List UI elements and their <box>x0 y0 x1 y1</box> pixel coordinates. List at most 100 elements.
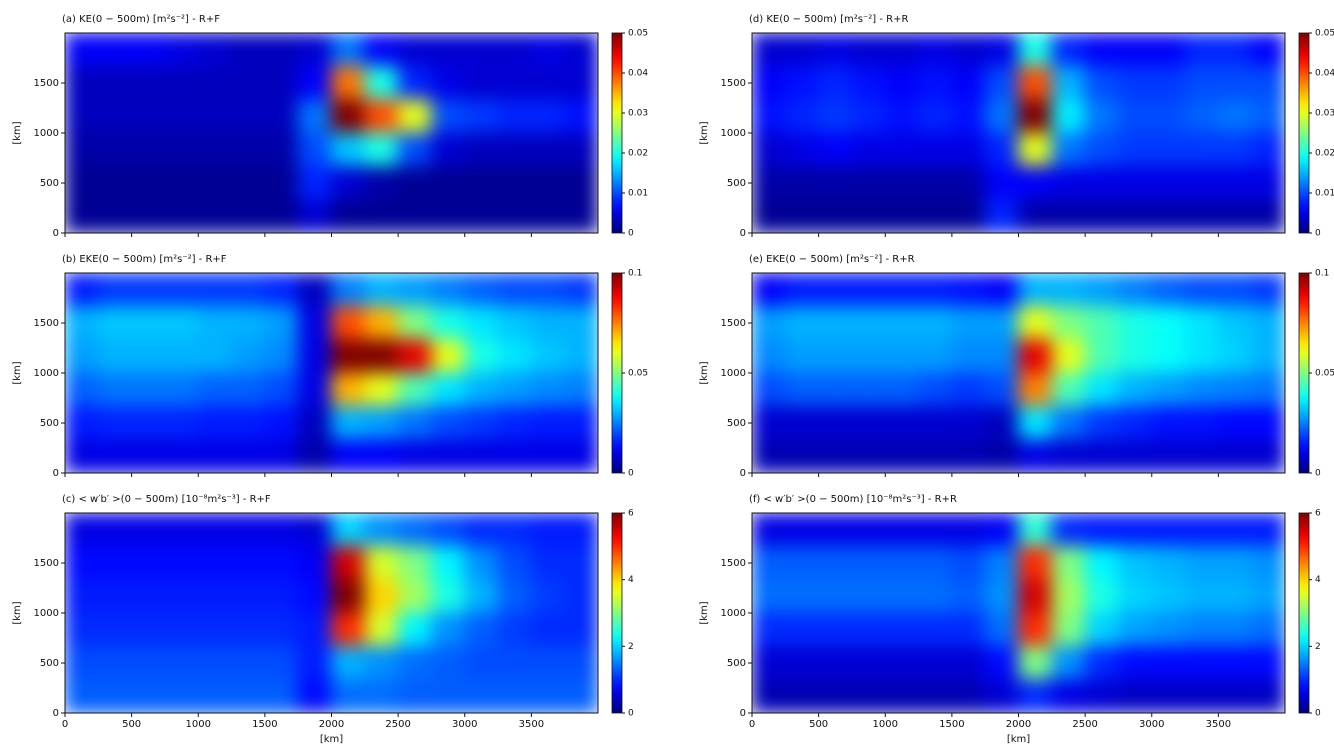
heatmap-cell <box>65 679 99 713</box>
heatmap-cell <box>331 645 366 681</box>
y-axis-label: [km] <box>699 361 710 384</box>
heatmap-cell <box>752 405 786 441</box>
heatmap-cell <box>65 545 99 581</box>
panel: (e) EKE(0 − 500m) [m²s⁻²] - R+R [km] 0 500 1… <box>699 254 1334 479</box>
heatmap-cell <box>818 545 853 581</box>
heatmap-cell <box>231 339 266 374</box>
heatmap-cell <box>918 33 953 67</box>
heatmap-cell <box>464 405 499 441</box>
heatmap-cell <box>397 33 432 67</box>
heatmap-cell <box>464 132 499 167</box>
heatmap-cell <box>918 372 953 407</box>
heatmap-cell <box>264 305 299 341</box>
x-tick-label: 2500 <box>1072 719 1097 730</box>
colorbar-tick-label: 0.05 <box>1315 29 1334 39</box>
heatmap-cell <box>164 132 199 167</box>
heatmap-cell <box>464 33 499 67</box>
heatmap-cell <box>397 305 432 341</box>
heatmap-cell <box>752 545 786 581</box>
heatmap-cell <box>1251 273 1285 307</box>
heatmap-cell <box>564 305 598 341</box>
colorbar-tick-label: 4 <box>1315 575 1321 585</box>
heatmap-cell <box>1184 545 1219 581</box>
heatmap-cell <box>851 645 886 681</box>
heatmap-cell <box>818 199 853 233</box>
y-axis-label: [km] <box>12 601 23 624</box>
heatmap-cell <box>65 513 99 547</box>
heatmap-cell <box>918 65 953 101</box>
x-tick-label: 2000 <box>319 719 344 730</box>
heatmap-cell <box>430 99 466 134</box>
heatmap-cell <box>851 579 886 614</box>
heatmap-cell <box>1151 545 1186 581</box>
heatmap-cell <box>197 305 233 341</box>
heatmap-cell <box>65 132 99 167</box>
heatmap-cell <box>851 132 886 167</box>
heatmap-cell <box>131 545 166 581</box>
heatmap-cell <box>364 645 399 681</box>
heatmap-cell <box>297 405 332 441</box>
heatmap-cell <box>564 513 598 547</box>
heatmap-cell <box>818 372 853 407</box>
heatmap-cell <box>131 405 166 441</box>
heatmap-cell <box>231 372 266 407</box>
heatmap-cell <box>1084 612 1119 647</box>
heatmap-cell <box>818 165 853 201</box>
heatmap-cell <box>197 679 233 713</box>
heatmap-cell <box>1251 405 1285 441</box>
heatmap-cell <box>918 513 953 547</box>
heatmap-cell <box>1251 372 1285 407</box>
heatmap-cell <box>1251 439 1285 473</box>
heatmap-cell <box>131 305 166 341</box>
x-tick-label: 3000 <box>1139 719 1164 730</box>
heatmap-cell <box>851 612 886 647</box>
heatmap-cell <box>1151 645 1186 681</box>
heatmap-cell <box>131 33 166 67</box>
heatmap-cell <box>231 579 266 614</box>
heatmap-cell <box>65 405 99 441</box>
y-tick-label: 0 <box>740 228 746 239</box>
heatmap-cell <box>1051 372 1086 407</box>
heatmap-cell <box>1018 165 1053 201</box>
heatmap-cell <box>784 339 820 374</box>
heatmap-cell <box>331 165 366 201</box>
y-tick-label: 1000 <box>721 608 746 619</box>
heatmap-cell <box>951 439 986 473</box>
heatmap-cell <box>1051 33 1086 67</box>
heatmap-cell <box>1018 439 1053 473</box>
heatmap-cell <box>197 273 233 307</box>
heatmap-cell <box>884 513 920 547</box>
heatmap-cell <box>530 405 566 441</box>
heatmap-cell <box>530 612 566 647</box>
heatmap-cell <box>1217 305 1253 341</box>
heatmap-cell <box>564 165 598 201</box>
heatmap-cell <box>1084 132 1119 167</box>
heatmap-cell <box>564 439 598 473</box>
heatmap-cell <box>464 99 499 134</box>
heatmap-cell <box>331 372 366 407</box>
heatmap-cell <box>1018 405 1053 441</box>
heatmap-cell <box>1217 99 1253 134</box>
heatmap-cell <box>1117 132 1153 167</box>
heatmap-cell <box>1018 579 1053 614</box>
heatmap-cell <box>331 513 366 547</box>
heatmap-cell <box>131 273 166 307</box>
heatmap-cell <box>164 305 199 341</box>
heatmap-cells <box>752 513 1285 713</box>
heatmap-cell <box>97 305 133 341</box>
heatmap-cell <box>784 99 820 134</box>
heatmap-cell <box>564 679 598 713</box>
colorbar-tick-label: 2 <box>628 642 634 652</box>
heatmap-cell <box>951 132 986 167</box>
heatmap-cell <box>530 579 566 614</box>
heatmap-cell <box>984 513 1019 547</box>
heatmap-cell <box>752 679 786 713</box>
heatmap-cell <box>197 99 233 134</box>
heatmap-cell <box>884 199 920 233</box>
heatmap-cell <box>1217 273 1253 307</box>
heatmap-cell <box>297 65 332 101</box>
heatmap-cell <box>784 513 820 547</box>
heatmap-cell <box>65 65 99 101</box>
heatmap-cell <box>784 645 820 681</box>
heatmap-cell <box>430 33 466 67</box>
